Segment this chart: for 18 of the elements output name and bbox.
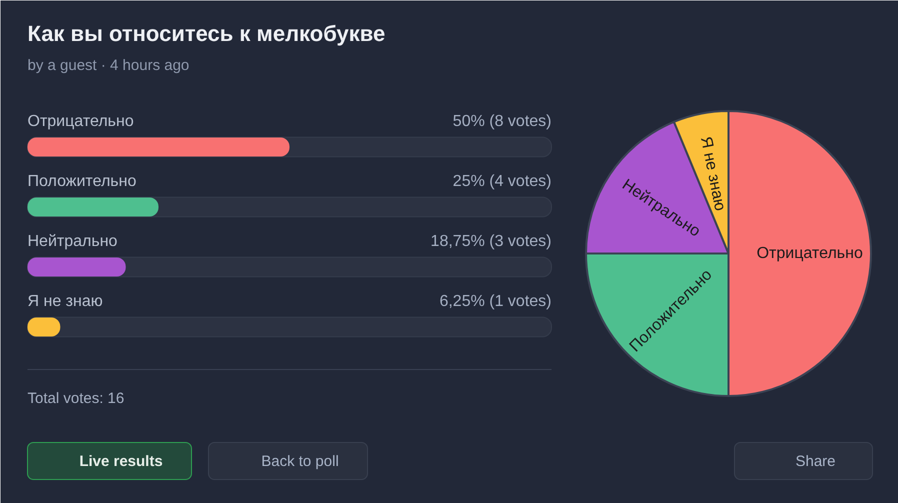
text: Share xyxy=(795,453,836,470)
data-label: 50% (8 votes) xyxy=(452,113,552,130)
category-label: Положительно xyxy=(28,173,136,190)
text: Total votes: 16 xyxy=(28,390,124,407)
slice-label: Я не знаю xyxy=(696,135,728,212)
chart-subtitle: by a guest · 4 hours ago xyxy=(28,57,190,74)
data-label: 25% (4 votes) xyxy=(452,173,552,190)
text: Live results xyxy=(79,453,163,470)
data-label: 6,25% (1 votes) xyxy=(439,293,552,310)
chart-title: Как вы относитесь к мелкобукве xyxy=(28,21,386,46)
bar xyxy=(28,198,158,216)
category-label: Нейтрально xyxy=(28,233,118,250)
data-label: 18,75% (3 votes) xyxy=(430,233,552,250)
category-label: Я не знаю xyxy=(28,293,103,310)
slice-label: Отрицательно xyxy=(756,245,863,262)
category-label: Отрицательно xyxy=(28,113,134,130)
bar xyxy=(28,258,126,276)
text: Back to poll xyxy=(261,453,339,470)
